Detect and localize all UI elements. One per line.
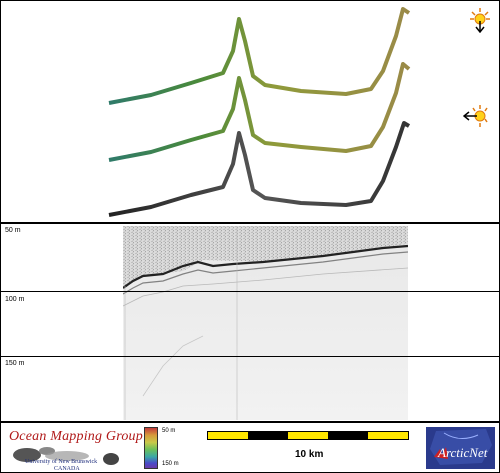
partner-logo-text: ArcticNet (438, 445, 488, 460)
logo-country: CANADA (54, 466, 80, 472)
depth-gridline-100 (1, 291, 499, 292)
colorbar-top-label: 50 m (162, 428, 176, 434)
scale-segment (208, 432, 248, 439)
depth-colorbar (144, 427, 158, 469)
seafloor-relief-graphic (13, 447, 119, 465)
track-upper (108, 7, 411, 105)
depth-label-100: 100 m (5, 296, 25, 303)
sun-with-left-arrow-icon[interactable] (463, 103, 489, 129)
colorbar-bottom-label: 150 m (162, 461, 179, 467)
track-3d-panel (1, 1, 499, 222)
scale-label: 10 km (295, 449, 324, 460)
logo-university: University of New Brunswick (25, 459, 98, 465)
maple-leaf-icon (434, 447, 448, 459)
depth-gridline-150 (1, 356, 499, 357)
depth-label-50: 50 m (5, 227, 21, 234)
subbottom-profile-panel: 50 m 100 m 150 m (1, 224, 499, 421)
figure-footer: Ocean Mapping Group University of New Br… (1, 423, 499, 472)
ocean-mapping-group-logo: Ocean Mapping Group University of New Br… (3, 425, 143, 472)
seabed-reflector (123, 244, 408, 289)
arcticnet-logo: ArcticNet (426, 427, 495, 469)
panel-divider (1, 421, 499, 423)
logo-title: Ocean Mapping Group (9, 429, 143, 444)
scale-segment (248, 432, 288, 439)
panel-divider (1, 222, 499, 224)
track-lower (108, 121, 411, 217)
depth-label-150: 150 m (5, 360, 25, 367)
scale-segment (328, 432, 368, 439)
sun-with-down-arrow-icon[interactable] (467, 7, 493, 33)
track-middle (108, 62, 411, 162)
track-3d-view (108, 7, 411, 217)
scale-segment (368, 432, 408, 439)
subbottom-profile-image (123, 226, 408, 420)
scale-bar (207, 431, 409, 440)
scale-segment (288, 432, 328, 439)
